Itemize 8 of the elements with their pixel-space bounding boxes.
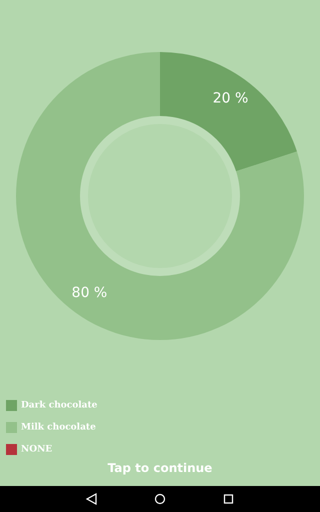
legend-label: Dark chocolate <box>21 400 98 410</box>
donut-slice <box>160 52 297 172</box>
data-label: 80 % <box>72 284 108 301</box>
legend-label: Milk chocolate <box>21 422 96 432</box>
data-label: 20 % <box>212 90 248 107</box>
text: Tap to continue <box>108 461 212 475</box>
legend-label: NONE <box>21 444 52 454</box>
donut-slice <box>16 52 304 340</box>
